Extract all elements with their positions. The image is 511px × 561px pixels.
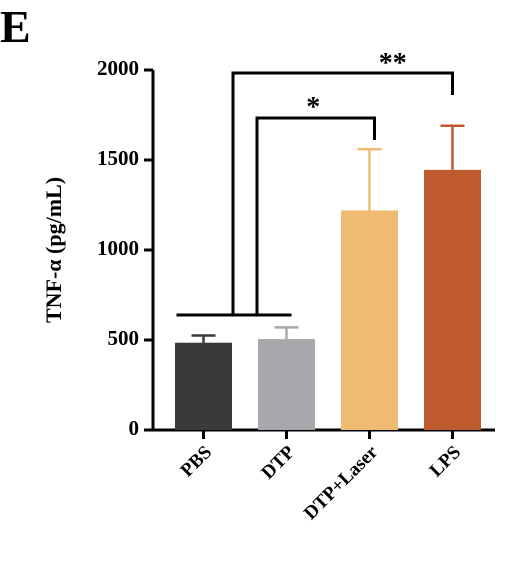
x-tick-label: LPS — [426, 442, 465, 481]
x-tick-label: PBS — [177, 442, 216, 481]
x-tick-label: DTP+Laser — [300, 441, 383, 524]
y-axis-label: TNF-α (pg/mL) — [41, 177, 66, 323]
bar — [175, 342, 232, 430]
bracket — [231, 71, 454, 315]
significance: * — [306, 92, 320, 123]
y-tick-label: 0 — [129, 416, 140, 440]
y-tick-label: 2000 — [97, 56, 139, 80]
panel-label: E — [0, 1, 31, 52]
error-bar — [274, 326, 299, 340]
bar — [424, 169, 481, 430]
error-bar — [440, 124, 465, 170]
error-bar — [357, 147, 382, 211]
y-tick-label: 1000 — [97, 236, 139, 260]
bar — [341, 210, 398, 430]
y-tick-label: 500 — [108, 326, 140, 350]
error-bar — [191, 334, 216, 343]
y-tick-label: 1500 — [97, 146, 139, 170]
bar — [258, 339, 315, 430]
bracket — [255, 116, 376, 315]
x-tick-label: DTP — [257, 441, 299, 483]
significance: ** — [379, 48, 407, 79]
